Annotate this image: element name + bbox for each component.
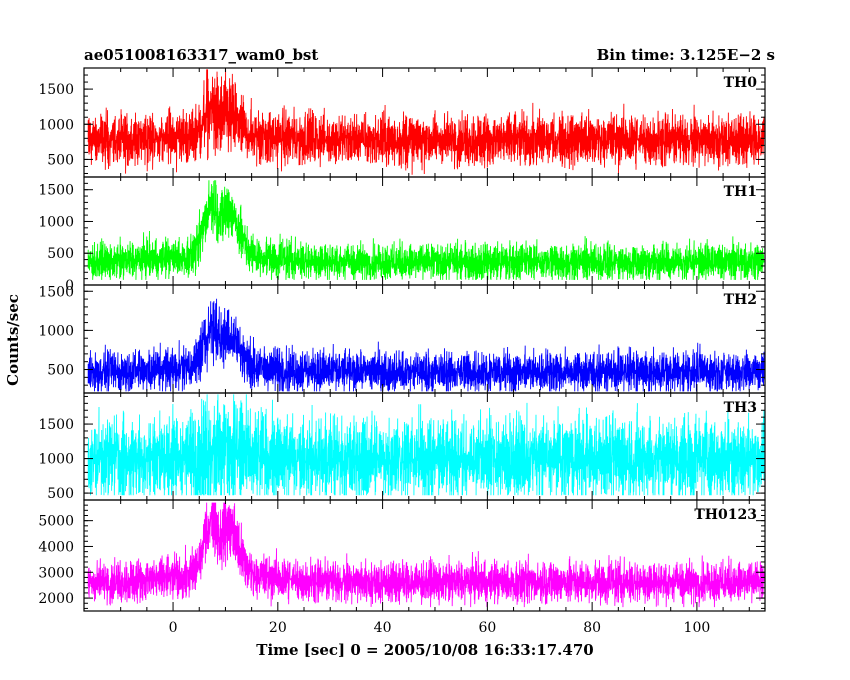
y-tick-label: 1000: [38, 117, 74, 133]
panel-th3: 500 1000 1500 TH3: [38, 392, 766, 502]
panels-group: 500 1000 1500 TH0 0 500 1000 1500 TH1 500 1000 1500…: [38, 67, 766, 612]
y-tick-label: 1500: [38, 284, 74, 300]
x-tick-label: 80: [583, 620, 601, 636]
panel-label: TH0: [724, 75, 758, 91]
series-th3: [87, 394, 765, 496]
y-tick-label: 1500: [38, 82, 74, 98]
x-tick-label: 60: [478, 620, 496, 636]
y-tick-label: 1000: [38, 323, 74, 339]
x-tick-label: 20: [269, 620, 287, 636]
panel-th0123: 2000 3000 4000 5000 TH0123: [38, 499, 766, 612]
panel-th0: 500 1000 1500 TH0: [38, 67, 766, 178]
panel-label: TH3: [724, 400, 757, 416]
y-tick-label: 500: [47, 486, 74, 502]
y-tick-label: 1000: [38, 214, 74, 230]
y-tick-label: 500: [47, 363, 74, 379]
panel-label: TH2: [724, 292, 757, 308]
x-axis-label: Time [sec] 0 = 2005/10/08 16:33:17.470: [256, 641, 593, 659]
y-tick-label: 1500: [38, 417, 74, 433]
bin-time-label: Bin time: 3.125E−2 s: [597, 46, 775, 64]
chart-title: ae051008163317_wam0_bst: [84, 46, 318, 64]
x-tick-label: 0: [169, 620, 178, 636]
panel-th1: 0 500 1000 1500 TH1: [38, 176, 766, 294]
y-tick-label: 2000: [38, 591, 74, 607]
panel-label: TH1: [724, 184, 757, 200]
y-tick-label: 1500: [38, 183, 74, 199]
y-tick-label: 500: [47, 152, 74, 168]
x-axis: 0 20 40 60 80 100: [169, 620, 711, 636]
series-th0123: [87, 502, 765, 608]
panel-th2: 500 1000 1500 TH2: [38, 284, 766, 394]
x-tick-label: 40: [374, 620, 392, 636]
y-tick-label: 5000: [38, 514, 74, 530]
y-tick-label: 0: [65, 278, 74, 294]
series-th1: [87, 180, 765, 280]
y-tick-label: 1000: [38, 452, 74, 468]
y-tick-label: 3000: [38, 565, 74, 581]
panel-label: TH0123: [694, 507, 757, 523]
series-th0: [87, 69, 765, 175]
y-tick-label: 500: [47, 246, 74, 262]
x-tick-label: 100: [684, 620, 711, 636]
series-th2: [87, 298, 765, 392]
y-axis-label: Counts/sec: [4, 294, 22, 386]
y-tick-label: 4000: [38, 539, 74, 555]
panel-frame: [83, 499, 766, 612]
